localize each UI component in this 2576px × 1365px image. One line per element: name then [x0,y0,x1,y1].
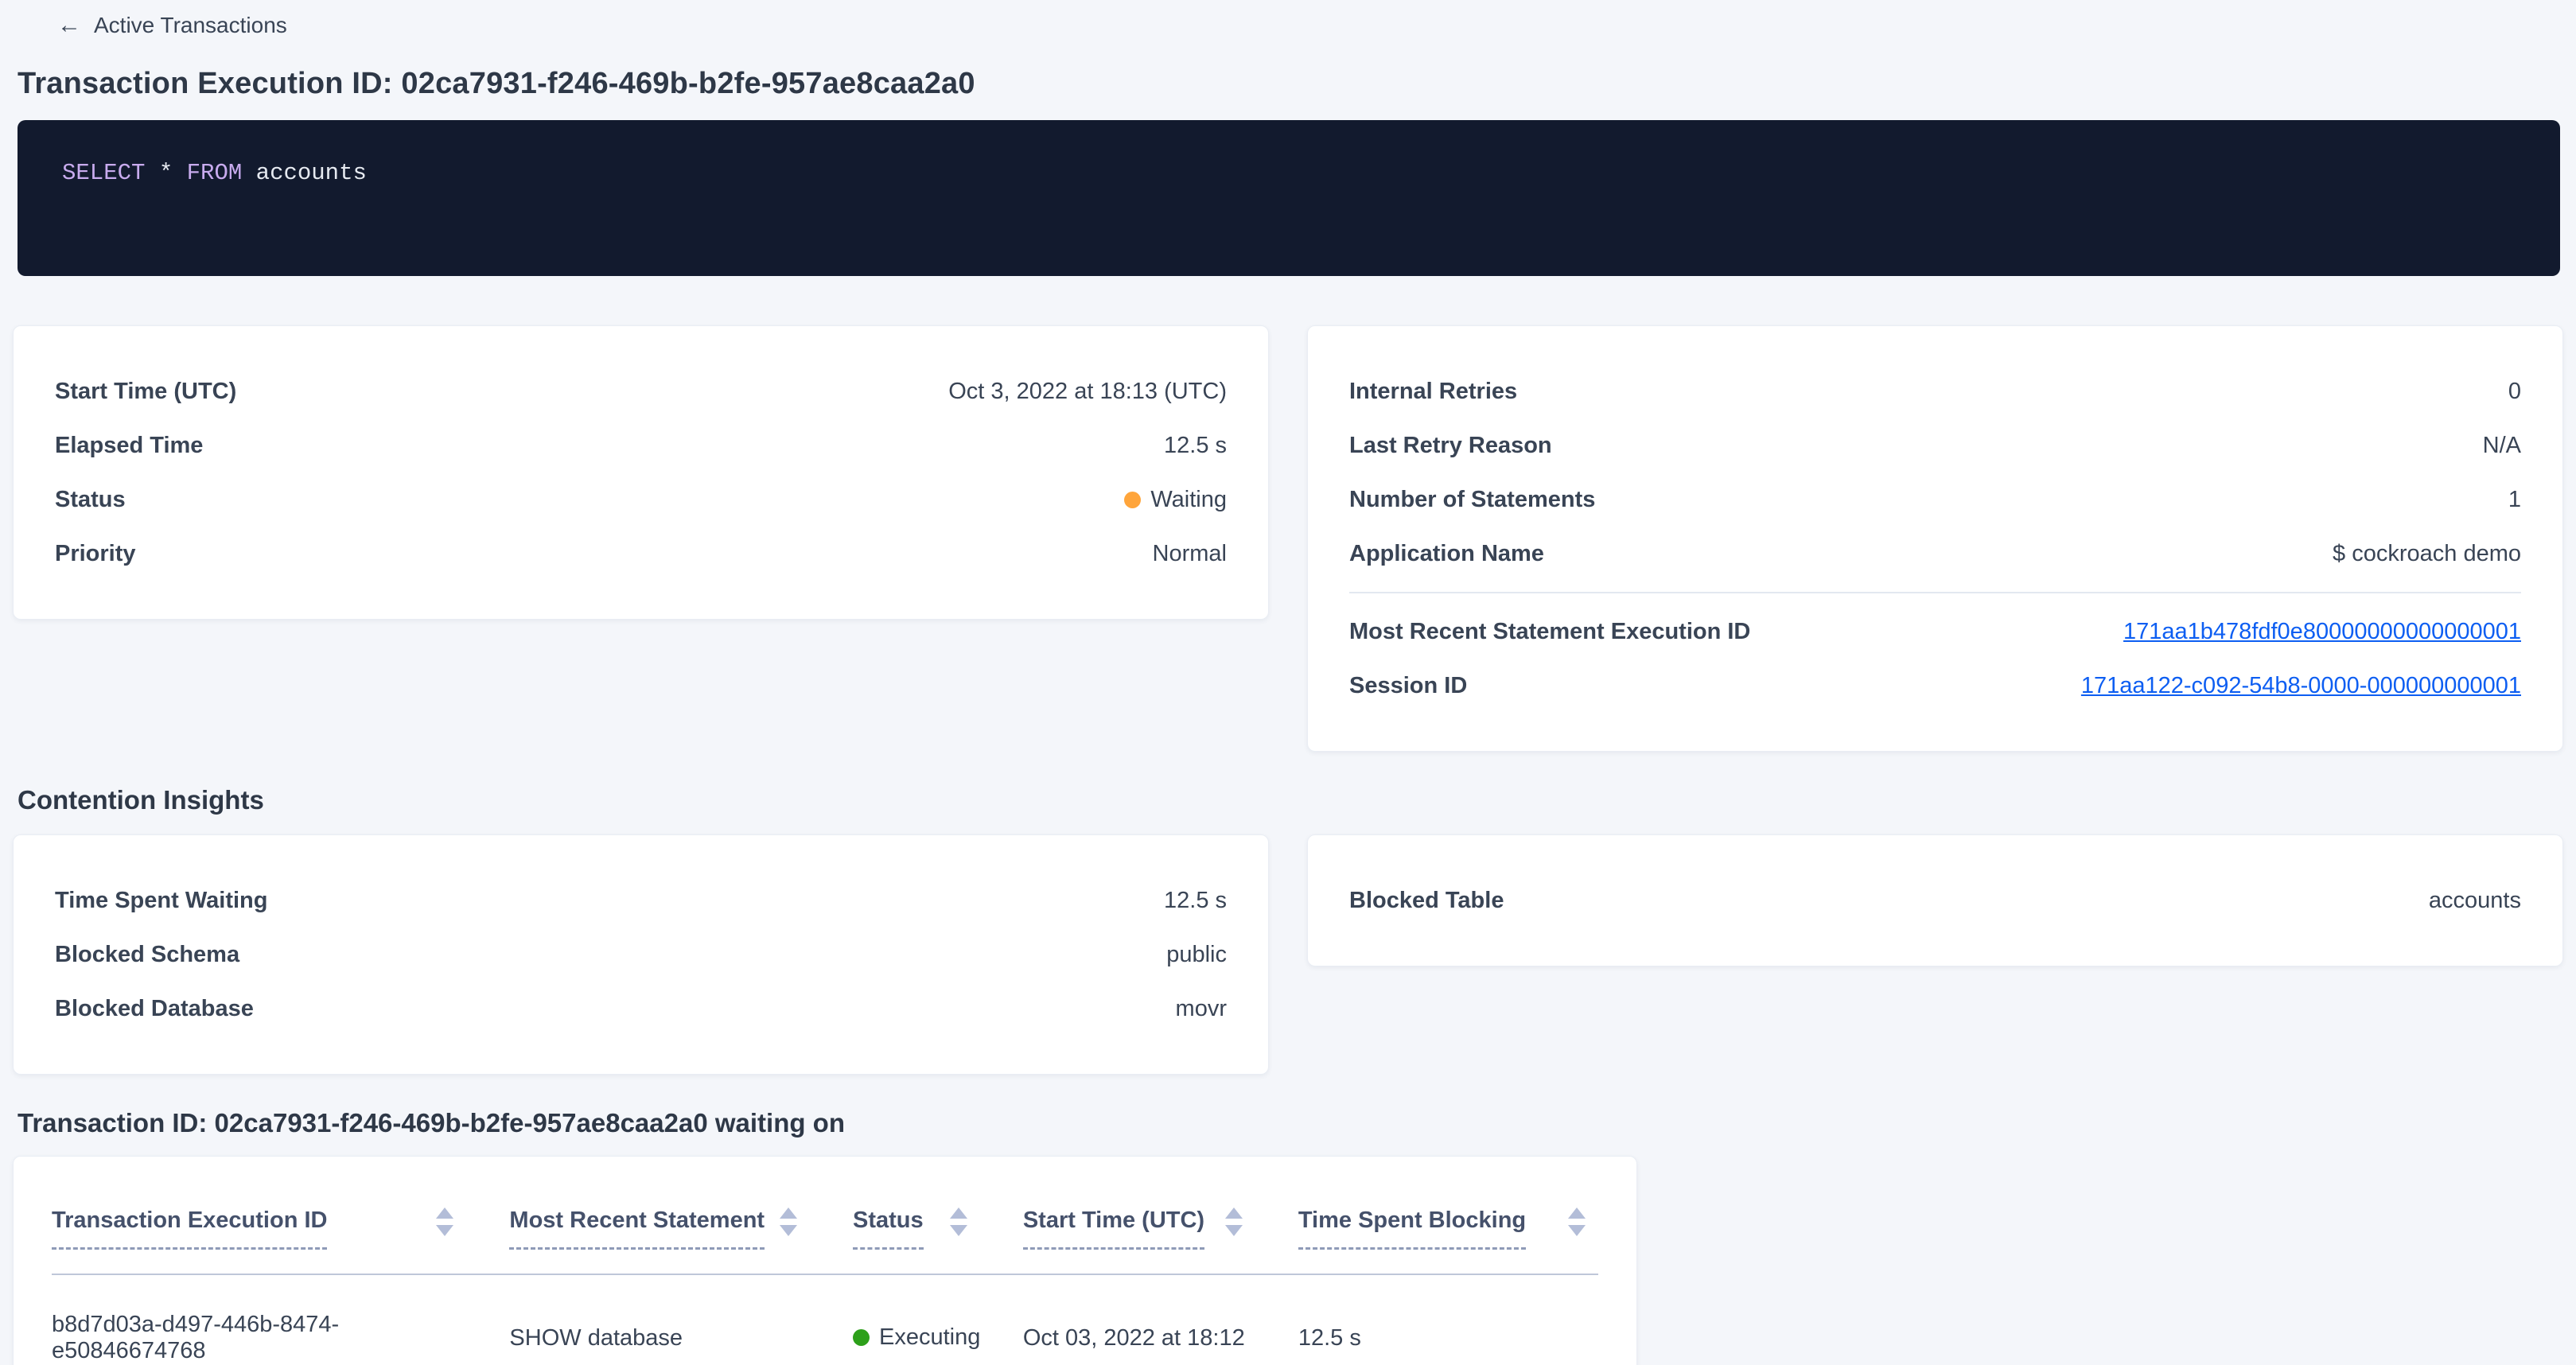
row-blocked-database: Blocked Database movr [55,982,1227,1036]
status-executing-dot-icon [852,1328,870,1346]
table-header-row: Transaction Execution ID Most Recent Sta… [52,1188,1598,1275]
page-title: Transaction Execution ID: 02ca7931-f246-… [18,67,975,100]
execution-summary-card-right: Internal Retries 0 Last Retry Reason N/A… [1307,325,2563,752]
column-header-label[interactable]: Status [852,1206,924,1250]
sort-icon[interactable] [1568,1208,1586,1236]
row-label: Time Spent Waiting [55,888,268,913]
contention-insights-grid: Time Spent Waiting 12.5 s Blocked Schema… [13,834,2563,1075]
row-value: 12.5 s [1164,888,1227,913]
row-value: public [1166,942,1227,967]
row-most-recent-statement-execution-id: Most Recent Statement Execution ID 171aa… [1349,605,2521,659]
row-label: Blocked Table [1349,888,1504,913]
row-start-time: Start Time (UTC) Oct 3, 2022 at 18:13 (U… [55,364,1227,418]
column-header-transaction-execution-id[interactable]: Transaction Execution ID [52,1188,510,1275]
sql-statement-box: SELECT * FROM accounts [18,120,2560,276]
row-label: Priority [55,541,136,566]
status-text: Waiting [1150,487,1227,512]
sql-table-identifier: accounts [255,160,367,186]
row-value: Normal [1152,541,1227,566]
cell-start-time: Oct 03, 2022 at 18:12 [1022,1274,1298,1365]
sort-icon[interactable] [779,1208,797,1236]
row-label: Blocked Database [55,996,254,1021]
waiting-on-table-card: Transaction Execution ID Most Recent Sta… [13,1156,1637,1365]
row-value: N/A [2482,433,2521,458]
row-number-of-statements: Number of Statements 1 [1349,472,2521,527]
row-label: Status [55,487,126,512]
statement-execution-id-link[interactable]: 171aa1b478fdf0e80000000000000001 [2123,619,2521,644]
row-application-name: Application Name $ cockroach demo [1349,527,2521,581]
contention-card-right: Blocked Table accounts [1307,834,2563,966]
row-internal-retries: Internal Retries 0 [1349,364,2521,418]
row-last-retry-reason: Last Retry Reason N/A [1349,418,2521,472]
row-priority: Priority Normal [55,527,1227,581]
column-header-status[interactable]: Status [852,1188,1023,1275]
row-value: accounts [2428,888,2521,913]
sql-keyword-from: FROM [186,160,243,186]
row-value: 1 [2508,487,2521,512]
back-link-active-transactions[interactable]: ← Active Transactions [57,13,287,38]
row-label: Session ID [1349,673,1468,698]
column-header-label[interactable]: Transaction Execution ID [52,1206,328,1250]
row-label: Most Recent Statement Execution ID [1349,619,1751,644]
row-value: $ cockroach demo [2333,541,2521,566]
row-label: Last Retry Reason [1349,433,1552,458]
row-elapsed-time: Elapsed Time 12.5 s [55,418,1227,472]
execution-details-grid: Start Time (UTC) Oct 3, 2022 at 18:13 (U… [13,325,2563,752]
row-value: 12.5 s [1164,433,1227,458]
row-status: Status Waiting [55,472,1227,527]
status-waiting-dot-icon [1124,491,1142,508]
column-header-start-time[interactable]: Start Time (UTC) [1022,1188,1298,1275]
sql-star: * [158,160,173,186]
row-value: Oct 3, 2022 at 18:13 (UTC) [948,379,1227,404]
cell-most-recent-statement: SHOW database [509,1274,853,1365]
back-arrow-icon: ← [57,12,81,38]
table-row: b8d7d03a-d497-446b-8474-e50846674768 SHO… [52,1274,1598,1365]
session-id-link[interactable]: 171aa122-c092-54b8-0000-000000000001 [2080,673,2521,698]
card-divider [1349,592,2521,593]
row-value: 0 [2508,379,2521,404]
cell-status: Executing [852,1274,1023,1365]
column-header-most-recent-statement[interactable]: Most Recent Statement [509,1188,853,1275]
row-value: movr [1175,996,1227,1021]
row-blocked-table: Blocked Table accounts [1349,873,2521,928]
row-label: Internal Retries [1349,379,1518,404]
sort-icon[interactable] [949,1208,967,1236]
waiting-on-heading: Transaction ID: 02ca7931-f246-469b-b2fe-… [18,1108,845,1138]
status-value: Waiting [1124,485,1227,514]
cell-transaction-execution-id: b8d7d03a-d497-446b-8474-e50846674768 [52,1274,510,1365]
row-label: Number of Statements [1349,487,1596,512]
waiting-on-table: Transaction Execution ID Most Recent Sta… [52,1188,1598,1365]
column-header-label[interactable]: Start Time (UTC) [1022,1206,1205,1250]
column-header-label[interactable]: Time Spent Blocking [1298,1206,1527,1250]
contention-card-left: Time Spent Waiting 12.5 s Blocked Schema… [13,834,1269,1075]
execution-summary-card-left: Start Time (UTC) Oct 3, 2022 at 18:13 (U… [13,325,1269,620]
column-header-label[interactable]: Most Recent Statement [509,1206,765,1250]
row-label: Application Name [1349,541,1544,566]
sql-keyword-select: SELECT [62,160,146,186]
cell-time-spent-blocking: 12.5 s [1298,1274,1598,1365]
contention-insights-heading: Contention Insights [18,785,264,815]
sort-icon[interactable] [436,1208,454,1236]
back-link-label: Active Transactions [94,13,287,37]
status-text: Executing [878,1324,981,1350]
row-blocked-schema: Blocked Schema public [55,928,1227,982]
row-time-spent-waiting: Time Spent Waiting 12.5 s [55,873,1227,928]
row-label: Start Time (UTC) [55,379,237,404]
column-header-time-spent-blocking[interactable]: Time Spent Blocking [1298,1188,1598,1275]
row-label: Elapsed Time [55,433,204,458]
sort-icon[interactable] [1224,1208,1243,1236]
row-session-id: Session ID 171aa122-c092-54b8-0000-00000… [1349,659,2521,713]
row-label: Blocked Schema [55,942,240,967]
